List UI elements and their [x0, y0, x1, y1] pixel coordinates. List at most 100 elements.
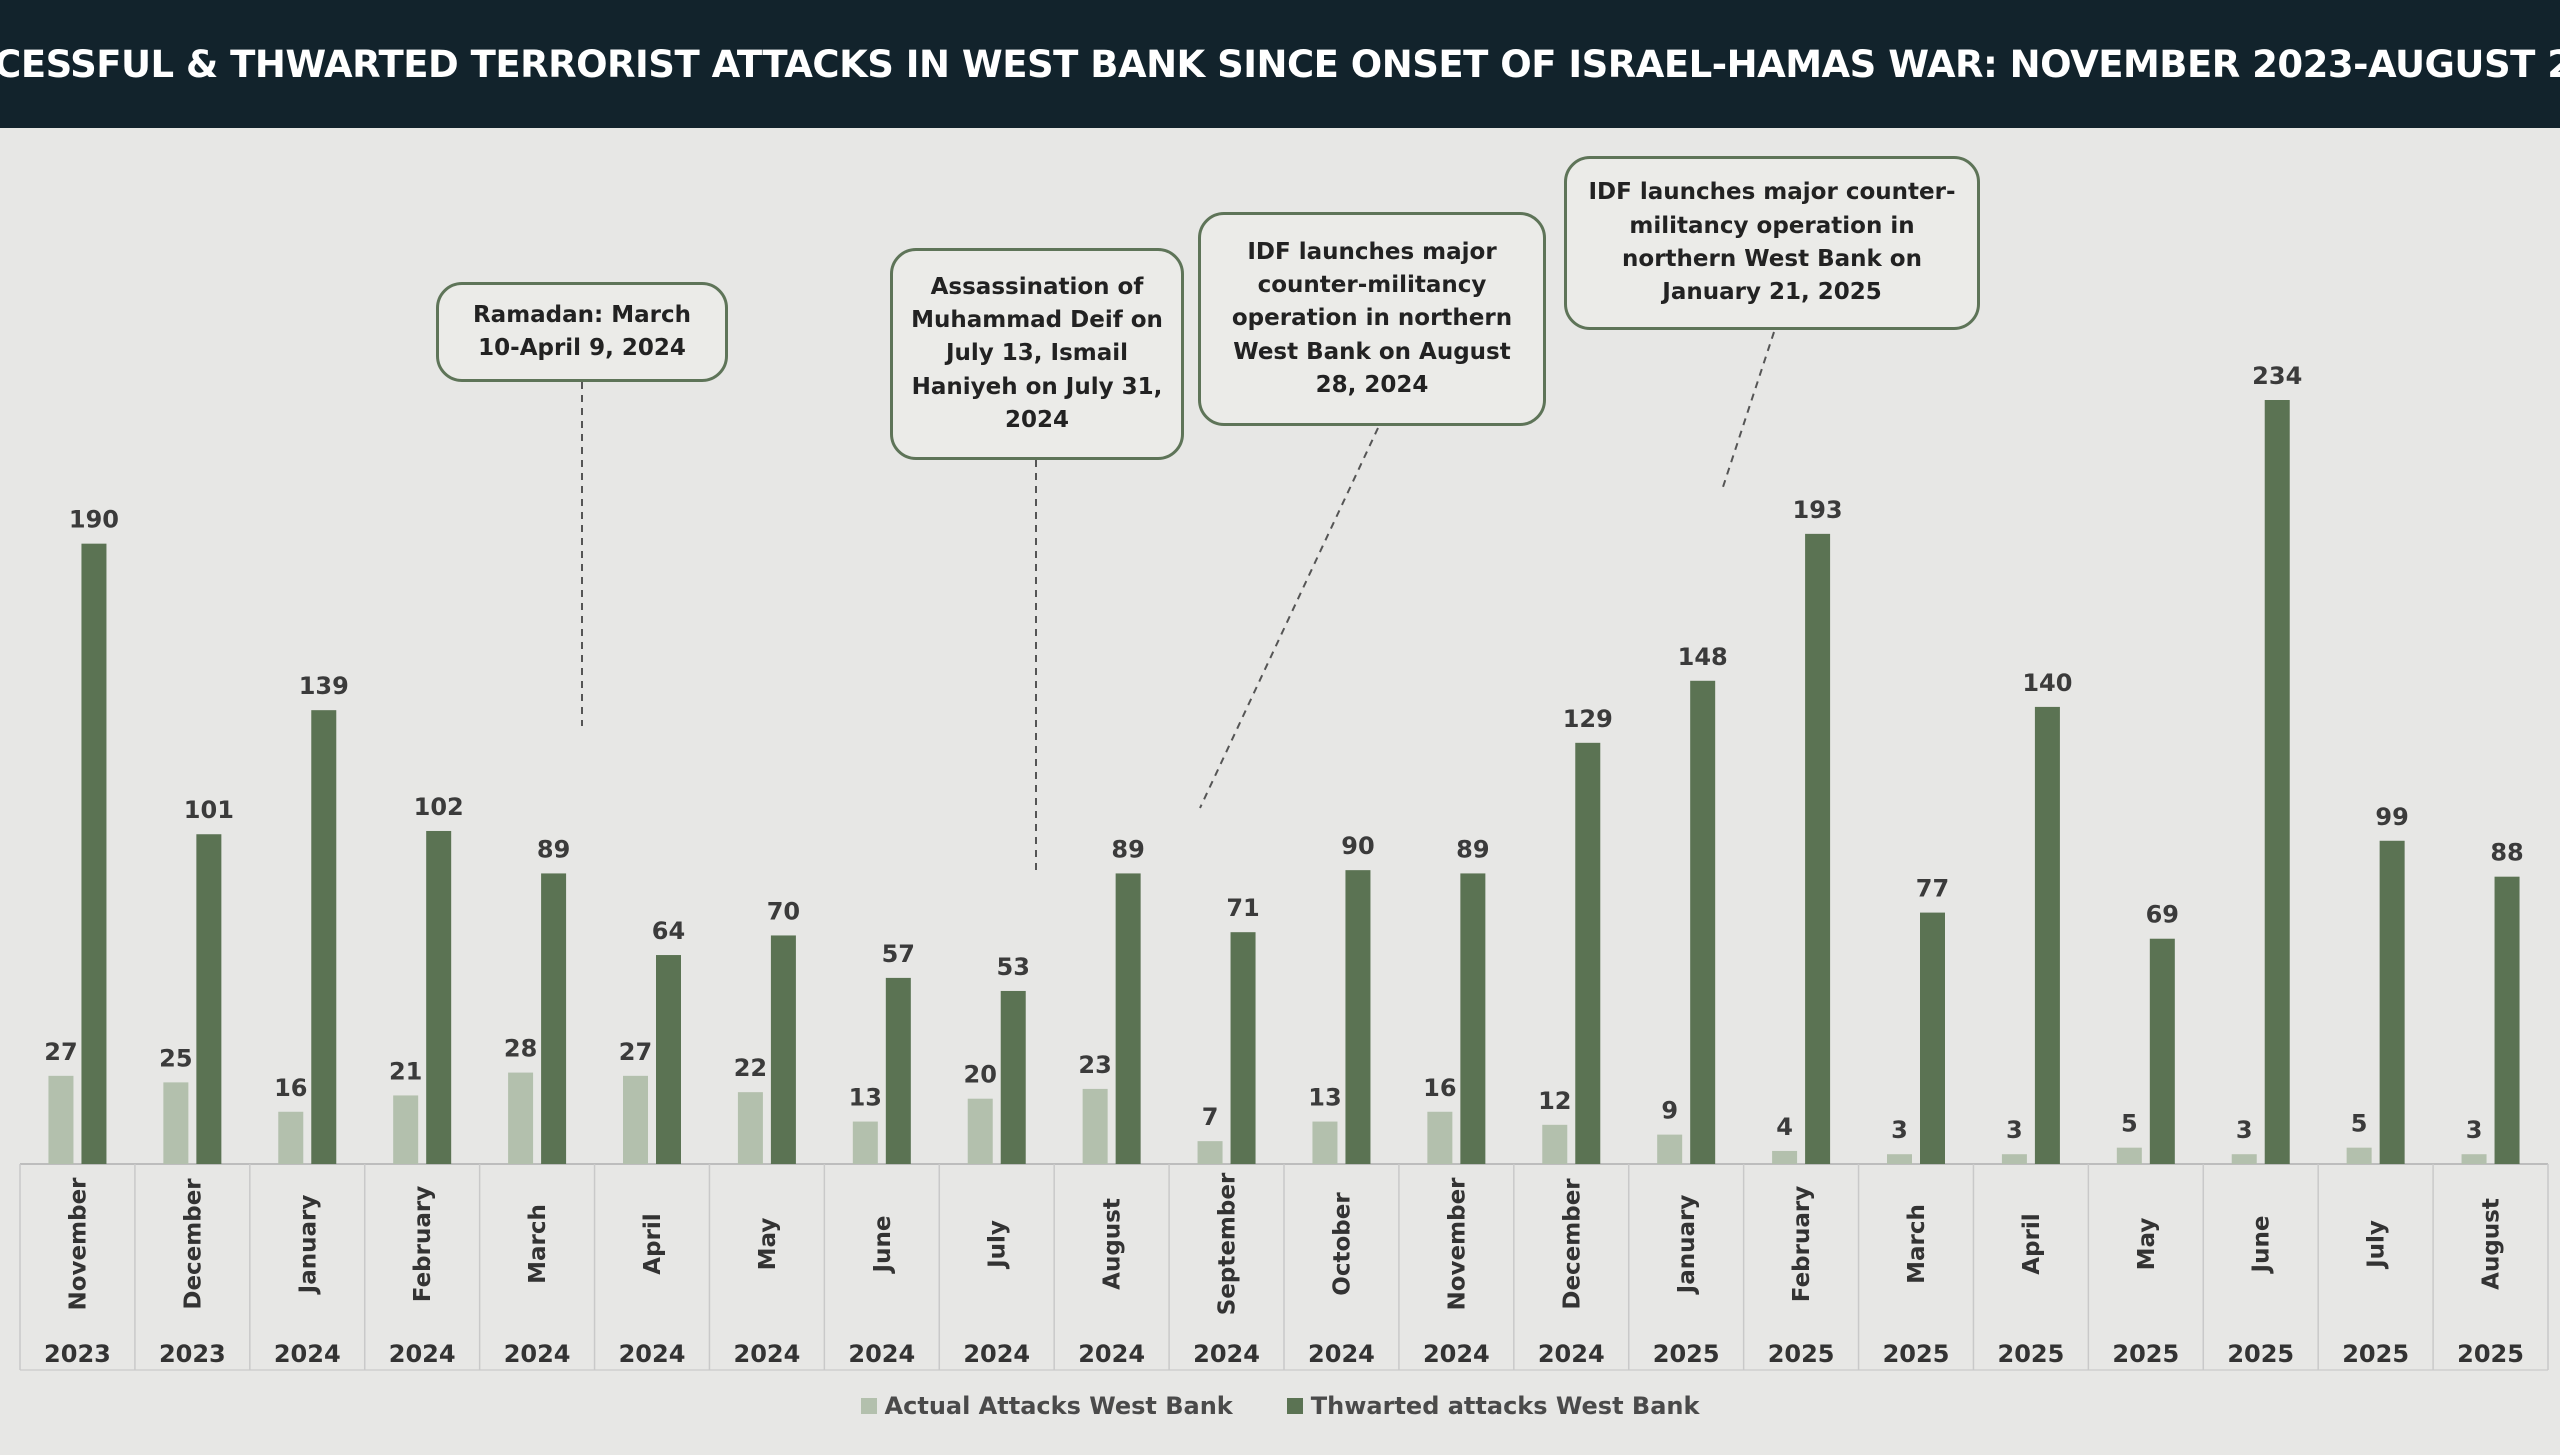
bar-thwarted — [770, 935, 796, 1164]
bar-thwarted — [81, 543, 107, 1164]
tick-label-month: May — [755, 1218, 781, 1271]
annotation-idf-operation-2025: IDF launches major counter-militancy ope… — [1564, 156, 1980, 330]
tick-label-month: August — [2479, 1198, 2505, 1290]
bar-thwarted — [426, 830, 452, 1164]
legend-actual: Actual Attacks West Bank — [860, 1392, 1233, 1420]
bar-thwarted — [541, 873, 567, 1164]
bar-thwarted — [2149, 938, 2175, 1164]
tick-label-year: 2025 — [1883, 1340, 1950, 1368]
data-label-actual: 16 — [274, 1074, 307, 1102]
data-label-actual: 4 — [1776, 1113, 1793, 1141]
data-label-actual: 16 — [1423, 1074, 1456, 1102]
data-label-thwarted: 89 — [537, 835, 570, 863]
tick-label-month: June — [870, 1216, 896, 1275]
tick-label-year: 2024 — [619, 1340, 686, 1368]
tick-label-month: November — [1444, 1177, 1470, 1311]
tick-label-year: 2024 — [1538, 1340, 1605, 1368]
bar-thwarted — [1575, 742, 1601, 1164]
data-label-thwarted: 101 — [184, 796, 234, 824]
tick-label-month: June — [2249, 1216, 2275, 1275]
tick-label-year: 2024 — [1078, 1340, 1145, 1368]
bar-actual — [393, 1095, 419, 1164]
data-label-actual: 5 — [2121, 1110, 2138, 1138]
data-label-actual: 9 — [1661, 1097, 1678, 1125]
bar-actual — [1657, 1134, 1683, 1164]
tick-label-month: December — [180, 1178, 206, 1310]
tick-label-month: May — [2134, 1218, 2160, 1271]
data-label-actual: 27 — [619, 1038, 652, 1066]
bar-actual — [967, 1098, 993, 1164]
bar-thwarted — [656, 955, 681, 1164]
annotation-leader-line — [1199, 427, 1379, 809]
data-label-actual: 13 — [849, 1084, 882, 1112]
bar-actual — [2116, 1147, 2142, 1164]
data-label-actual: 13 — [1308, 1084, 1341, 1112]
data-label-thwarted: 140 — [2022, 669, 2072, 697]
bar-actual — [1772, 1150, 1798, 1164]
tick-label-year: 2024 — [848, 1340, 915, 1368]
bar-actual — [852, 1121, 878, 1164]
chart-header: SUCCESSFUL & THWARTED TERRORIST ATTACKS … — [0, 0, 2560, 128]
data-label-thwarted: 89 — [1456, 835, 1489, 863]
bar-actual — [2231, 1154, 2257, 1164]
bar-actual — [1082, 1088, 1108, 1164]
tick-label-month: October — [1329, 1192, 1355, 1296]
data-label-thwarted: 89 — [1111, 835, 1144, 863]
legend-thwarted-swatch — [1286, 1398, 1303, 1414]
tick-label-month: March — [1904, 1204, 1930, 1284]
bar-actual — [508, 1072, 534, 1164]
tick-label-year: 2025 — [2227, 1340, 2294, 1368]
bar-actual — [737, 1092, 763, 1164]
tick-label-month: August — [1100, 1198, 1126, 1290]
annotation-ramadan: Ramadan: March 10-April 9, 2024 — [436, 282, 728, 382]
data-label-actual: 20 — [964, 1061, 997, 1089]
tick-label-year: 2024 — [1423, 1340, 1490, 1368]
tick-label-year: 2023 — [44, 1340, 111, 1368]
data-label-thwarted: 64 — [652, 917, 685, 945]
bar-actual — [623, 1075, 648, 1164]
bar-actual — [1887, 1154, 1912, 1164]
data-label-actual: 3 — [2236, 1116, 2253, 1144]
data-label-actual: 25 — [159, 1044, 192, 1072]
chart-title: SUCCESSFUL & THWARTED TERRORIST ATTACKS … — [0, 42, 2560, 86]
tick-label-month: September — [1215, 1172, 1241, 1315]
bar-actual — [1427, 1111, 1453, 1164]
tick-label-year: 2024 — [504, 1340, 571, 1368]
bar-actual — [2001, 1154, 2027, 1164]
tick-label-year: 2025 — [2112, 1340, 2179, 1368]
data-label-actual: 27 — [44, 1038, 77, 1066]
bar-actual — [1197, 1141, 1223, 1164]
bar-actual — [2461, 1154, 2487, 1164]
tick-label-month: April — [2019, 1213, 2045, 1274]
tick-label-month: November — [65, 1177, 91, 1311]
legend-actual-swatch — [860, 1398, 877, 1414]
bar-actual — [48, 1075, 74, 1164]
bar-thwarted — [2264, 400, 2290, 1164]
bar-actual — [1542, 1124, 1568, 1164]
data-label-thwarted: 77 — [1916, 875, 1949, 903]
tick-label-month: July — [2364, 1220, 2390, 1270]
data-label-actual: 21 — [389, 1057, 422, 1085]
bar-chart: 27190November202325101December202316139J… — [19, 331, 2549, 1371]
bar-thwarted — [1920, 912, 1945, 1164]
bar-thwarted — [2379, 840, 2405, 1164]
data-label-actual: 28 — [504, 1035, 537, 1063]
bar-actual — [278, 1111, 304, 1164]
tick-label-month: February — [1789, 1186, 1815, 1302]
data-label-actual: 12 — [1538, 1087, 1571, 1115]
tick-label-month: July — [985, 1220, 1011, 1270]
tick-label-year: 2024 — [963, 1340, 1030, 1368]
bar-thwarted — [311, 710, 337, 1164]
data-label-thwarted: 71 — [1226, 894, 1259, 922]
bar-actual — [163, 1082, 189, 1164]
bar-thwarted — [2494, 876, 2520, 1164]
bar-thwarted — [1230, 932, 1256, 1164]
tick-label-year: 2024 — [734, 1340, 801, 1368]
tick-label-year: 2025 — [2457, 1340, 2524, 1368]
data-label-thwarted: 139 — [299, 672, 349, 700]
chart-legend: Actual Attacks West Bank Thwarted attack… — [0, 1392, 2560, 1420]
data-label-thwarted: 102 — [414, 793, 464, 821]
bar-thwarted — [196, 834, 222, 1164]
data-label-actual: 7 — [1202, 1103, 1219, 1131]
data-label-actual: 22 — [734, 1054, 767, 1082]
